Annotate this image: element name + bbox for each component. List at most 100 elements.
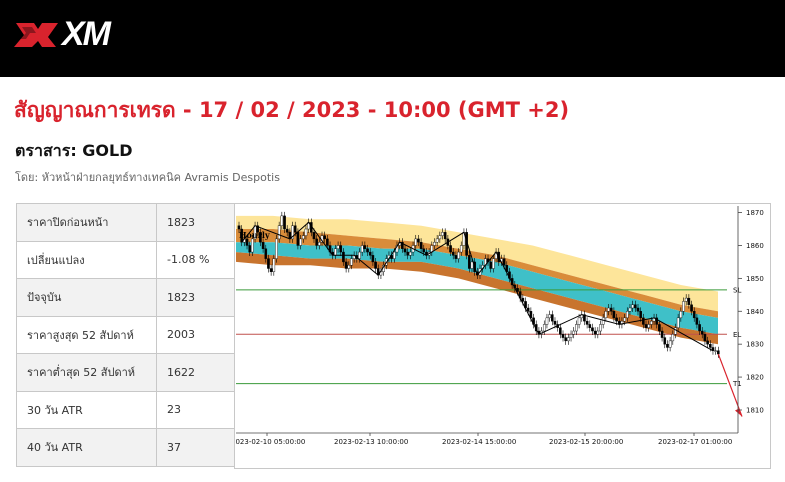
candle-body — [443, 232, 447, 240]
candle-body — [636, 307, 640, 312]
candle-body — [639, 311, 642, 319]
candle-body — [588, 324, 592, 328]
candle-body — [467, 255, 471, 269]
candle-body — [663, 337, 667, 345]
candle-body — [542, 324, 546, 332]
candle-body — [449, 245, 452, 253]
candle-body — [409, 251, 412, 256]
candle-body — [548, 314, 551, 319]
y-tick-label: 1830 — [746, 341, 764, 349]
table-row: เปลี่ยนแปลง -1.08 % — [16, 240, 235, 279]
candle-body — [419, 241, 423, 249]
band-brown — [236, 252, 718, 345]
candle-body — [658, 324, 661, 332]
stat-value-atr-40: 37 — [156, 428, 235, 467]
candle-body — [553, 320, 557, 325]
candle-body — [583, 314, 586, 322]
price-chart-svg: SL EL T1 1810 1820 1830 1840 1850 1860 1870 2023-0… — [235, 206, 764, 446]
y-tick-label: 1820 — [746, 374, 764, 382]
x-tick-label: 2023-02-17 01:00:00 — [658, 438, 732, 446]
instrument-label: ตราสาร: GOLD — [15, 141, 133, 160]
candle-body — [299, 238, 302, 246]
x-tick-label: 2023-02-15 20:00:00 — [549, 438, 623, 446]
candle-body — [261, 241, 265, 249]
candle-body — [323, 235, 326, 240]
level-label-t1: T1 — [732, 380, 742, 388]
level-label-sl: SL — [733, 286, 741, 294]
y-tick-label: 1870 — [746, 209, 764, 217]
y-tick-label: 1840 — [746, 308, 764, 316]
stat-label-current: ปัจจุบัน — [16, 278, 157, 317]
candle-body — [267, 258, 270, 269]
xm-logo-text: XM — [62, 15, 111, 53]
candle-body — [703, 334, 707, 342]
candle-body — [342, 251, 345, 263]
xm-logo[interactable]: XM — [12, 16, 137, 52]
candle-body — [521, 297, 525, 302]
candle-body — [642, 317, 645, 325]
table-row: ราคาสูงสุด 52 สัปดาห์ 2003 — [16, 315, 235, 354]
zigzag-line — [241, 221, 714, 352]
x-tick-label: 2023-02-14 15:00:00 — [442, 438, 516, 446]
candle-body — [655, 317, 659, 325]
candle-body — [371, 255, 375, 263]
candle-body — [612, 311, 616, 319]
candle-body — [315, 238, 318, 246]
xm-bull-logo-icon — [14, 23, 58, 47]
candle-body — [293, 225, 297, 233]
stat-label-atr-30: 30 วัน ATR — [16, 390, 157, 429]
candle-body — [684, 297, 688, 302]
candle-body — [326, 238, 329, 246]
candle-body — [717, 350, 720, 355]
candle-body — [360, 245, 364, 253]
candle-body — [644, 324, 648, 328]
candle-body — [625, 311, 629, 319]
band-teal — [236, 242, 718, 335]
brand-header-bar: XM — [0, 0, 785, 77]
y-tick-label: 1860 — [746, 242, 764, 250]
candle-body — [285, 228, 289, 233]
table-row: ปัจจุบัน 1823 — [16, 278, 235, 317]
candle-body — [690, 304, 693, 312]
candle-body — [451, 251, 455, 256]
stat-value-52w-low: 1622 — [156, 353, 235, 392]
candle-body — [457, 251, 460, 259]
table-row: 30 วัน ATR 23 — [16, 390, 235, 429]
candle-body — [596, 330, 600, 335]
stat-value-52w-high: 2003 — [156, 315, 235, 354]
candle-body — [406, 251, 410, 256]
table-row: ราคาต่ำสุด 52 สัปดาห์ 1622 — [16, 353, 235, 392]
candle-body — [695, 317, 699, 325]
candle-body — [687, 297, 691, 305]
candle-body — [660, 330, 664, 338]
candle-body — [650, 320, 653, 325]
candle-body — [666, 343, 669, 348]
candle-body — [454, 255, 458, 259]
projection-arrowhead — [735, 408, 742, 417]
candle-body — [676, 317, 680, 328]
candle-body — [283, 215, 286, 230]
candle-body — [609, 307, 613, 312]
stat-value-current: 1823 — [156, 278, 235, 317]
candle-body — [601, 317, 605, 325]
candle-body — [674, 327, 677, 335]
x-tick-label: 2023-02-10 05:00:00 — [235, 438, 305, 446]
candle-body — [459, 245, 463, 253]
candle-body — [572, 330, 576, 335]
candle-body — [551, 314, 554, 322]
stat-label-atr-40: 40 วัน ATR — [16, 428, 157, 467]
price-chart: SL EL T1 1810 1820 1830 1840 1850 1860 1870 2023-0… — [234, 203, 771, 469]
candle-body — [623, 317, 626, 322]
candle-body — [401, 241, 404, 249]
candle-body — [647, 324, 651, 328]
candle-body — [607, 307, 610, 312]
candle-body — [280, 215, 284, 226]
candle-body — [344, 261, 348, 269]
candle-body — [259, 232, 262, 243]
stat-value-change: -1.08 % — [156, 240, 235, 279]
candle-body — [312, 232, 316, 240]
candle-body — [526, 307, 530, 312]
candle-body — [237, 225, 241, 230]
author-line: โดย: หัวหน้าฝ่ายกลยุทธ์ทางเทคนิค Avramis… — [15, 171, 280, 184]
level-label-el: EL — [733, 331, 741, 339]
